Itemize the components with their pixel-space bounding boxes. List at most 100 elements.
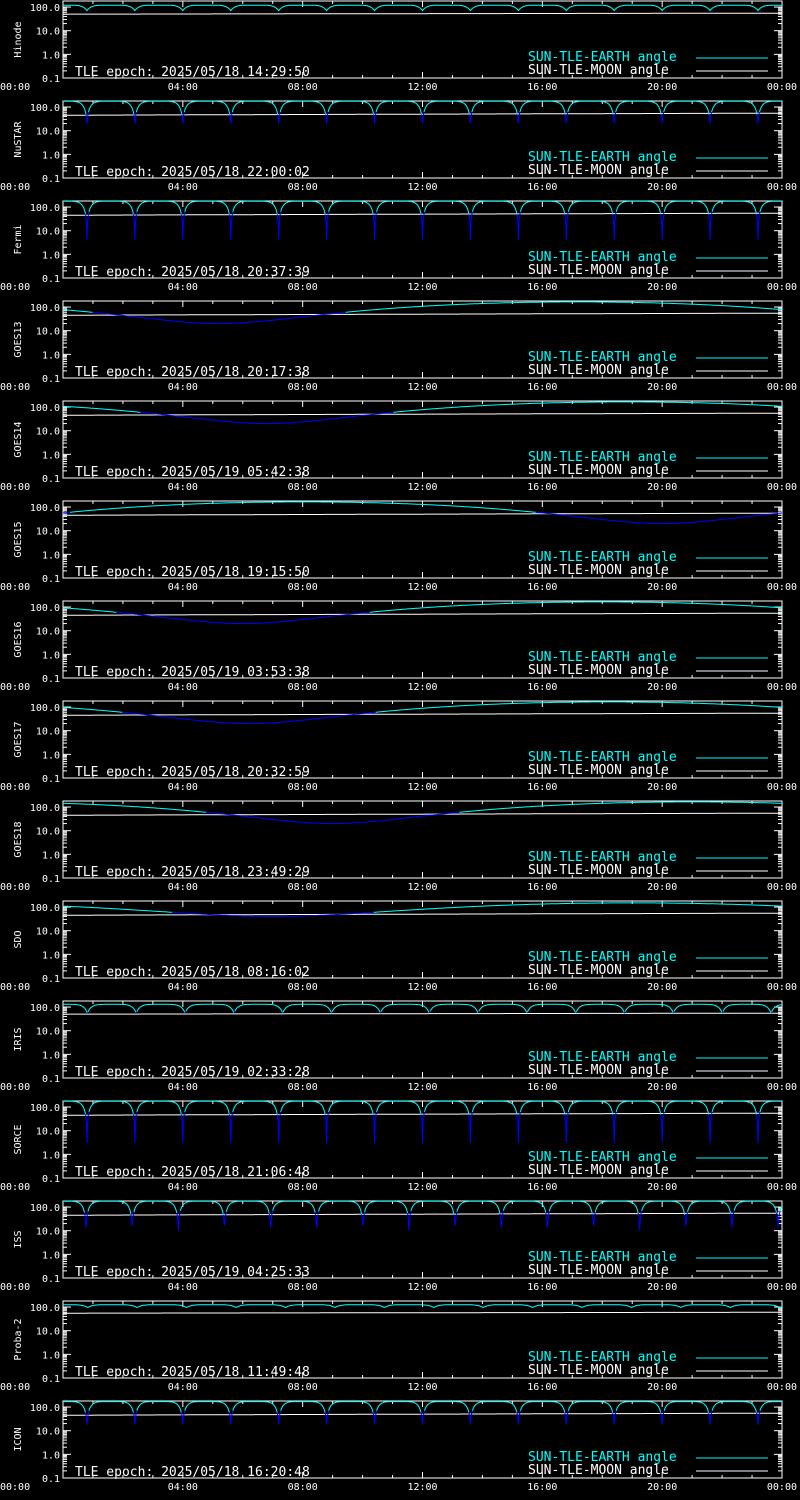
earth-angle-line	[407, 1210, 412, 1231]
earth-angle-line	[88, 1401, 134, 1413]
x-tick-label: 16:00	[527, 582, 557, 593]
earth-angle-line	[232, 1100, 278, 1115]
earth-angle-line	[756, 1111, 761, 1144]
moon-angle-line	[63, 1012, 782, 1015]
earth-angle-line	[324, 211, 330, 241]
legend-moon-label: SUN-TLE-MOON angle	[528, 63, 669, 78]
x-tick-label: 20:00	[647, 482, 677, 493]
y-tick-label: 10.0	[36, 127, 60, 138]
x-tick-label: 00:00	[0, 1082, 30, 1093]
earth-angle-line	[234, 1003, 284, 1014]
earth-angle-line	[268, 1210, 274, 1228]
x-tick-label: 20:00	[647, 1482, 677, 1493]
earth-angle-line	[733, 1200, 777, 1213]
earth-angle-line	[673, 1011, 675, 1013]
x-tick-label: 00:00	[767, 582, 797, 593]
y-tick-label: 0.1	[42, 1474, 60, 1485]
panel-fermi: 0.1 1.0 10.0 100.0 00:00 04:00 08:00 12:00 16:00…	[0, 200, 797, 293]
legend-moon-label: SUN-TLE-MOON angle	[528, 363, 669, 378]
earth-angle-line	[453, 1211, 458, 1226]
y-tick-label: 1.0	[42, 950, 60, 961]
earth-angle-line	[637, 1210, 643, 1231]
y-tick-label: 1.0	[42, 450, 60, 461]
earth-angle-line	[136, 1401, 182, 1413]
earth-angle-line	[181, 111, 185, 124]
epoch-label: TLE epoch: 2025/05/18 20:37:39	[75, 265, 310, 280]
earth-angle-line	[185, 1003, 235, 1013]
x-tick-label: 00:00	[767, 982, 797, 993]
earth-angle-line	[516, 1410, 521, 1425]
earth-angle-line	[328, 1401, 374, 1413]
panel-icon: 0.1 1.0 10.0 100.0 00:00 04:00 08:00 12:00 16:00…	[0, 1400, 797, 1493]
earth-angle-line	[708, 211, 713, 241]
y-tick-label: 0.1	[42, 1374, 60, 1385]
earth-angle-line	[62, 905, 173, 913]
moon-angle-line	[63, 1112, 782, 1116]
y-tick-label: 1.0	[42, 550, 60, 561]
earth-angle-line	[471, 200, 518, 215]
earth-angle-line	[612, 211, 617, 241]
x-tick-label: 16:00	[527, 882, 557, 893]
earth-angle-line	[140, 411, 394, 425]
panel-label: GOES13	[13, 321, 24, 357]
earth-angle-line	[759, 1100, 782, 1113]
x-tick-label: 08:00	[288, 382, 318, 393]
earth-angle-line	[567, 1401, 614, 1413]
x-tick-label: 00:00	[767, 1282, 797, 1293]
epoch-label: TLE epoch: 2025/05/18 23:49:29	[75, 865, 310, 880]
earth-angle-line	[376, 1401, 422, 1413]
x-tick-label: 20:00	[647, 282, 677, 293]
earth-angle-line	[225, 1200, 270, 1214]
x-tick-label: 04:00	[168, 582, 198, 593]
x-tick-label: 16:00	[527, 182, 557, 193]
earth-angle-line	[711, 200, 757, 215]
earth-angle-line	[135, 100, 183, 115]
y-tick-label: 0.1	[42, 574, 60, 585]
earth-angle-line	[776, 1211, 781, 1228]
earth-angle-line	[63, 802, 207, 813]
x-tick-label: 04:00	[168, 1482, 198, 1493]
earth-angle-line	[280, 1100, 326, 1115]
panel-goes14: 0.1 1.0 10.0 100.0 00:00 04:00 08:00 12:00 16:00…	[0, 400, 797, 493]
earth-angle-line	[63, 1200, 85, 1213]
earth-angle-line	[421, 111, 425, 124]
earth-angle-line	[423, 100, 470, 115]
panel-label: SDO	[13, 930, 24, 948]
x-tick-label: 20:00	[647, 882, 677, 893]
y-tick-label: 1.0	[42, 1350, 60, 1361]
panel-label: GOES18	[13, 821, 24, 857]
moon-angle-line	[63, 1311, 782, 1314]
earth-angle-line	[276, 1410, 282, 1425]
y-tick-label: 10.0	[36, 827, 60, 838]
y-tick-label: 0.1	[42, 374, 60, 385]
earth-angle-line	[206, 811, 460, 825]
earth-angle-line	[88, 100, 135, 115]
earth-angle-line	[133, 1200, 178, 1214]
moon-angle-line	[63, 712, 782, 716]
x-tick-label: 16:00	[527, 1382, 557, 1393]
legend-moon-label: SUN-TLE-MOON angle	[528, 1363, 669, 1378]
y-tick-label: 10.0	[36, 927, 60, 938]
x-tick-label: 20:00	[647, 682, 677, 693]
earth-angle-line	[477, 1010, 480, 1014]
panel-label: Fermi	[13, 224, 24, 254]
earth-angle-line	[545, 1211, 550, 1228]
y-tick-label: 100.0	[30, 1203, 60, 1214]
moon-angle-line	[63, 512, 782, 516]
earth-angle-line	[660, 1111, 665, 1144]
earth-angle-line	[63, 1401, 86, 1413]
y-tick-label: 0.1	[42, 274, 60, 285]
earth-angle-line	[711, 100, 758, 115]
x-tick-label: 08:00	[288, 582, 318, 593]
x-tick-label: 16:00	[527, 782, 557, 793]
y-tick-label: 10.0	[36, 427, 60, 438]
earth-angle-line	[92, 311, 346, 325]
earth-angle-line	[183, 100, 231, 115]
x-tick-label: 20:00	[647, 1282, 677, 1293]
earth-angle-line	[327, 100, 375, 115]
y-tick-label: 10.0	[36, 1127, 60, 1138]
earth-angle-line	[759, 200, 782, 212]
earth-angle-line	[376, 1100, 422, 1115]
earth-angle-line	[519, 1100, 566, 1115]
earth-angle-line	[615, 1100, 662, 1115]
